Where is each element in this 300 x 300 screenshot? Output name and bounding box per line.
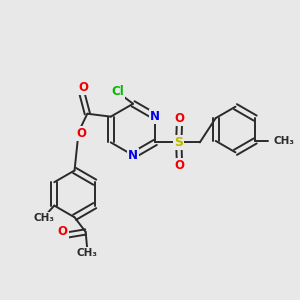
Text: O: O <box>58 225 68 239</box>
Text: CH₃: CH₃ <box>76 248 98 258</box>
Text: O: O <box>174 159 184 172</box>
Text: CH₃: CH₃ <box>273 136 294 146</box>
Text: O: O <box>78 81 88 94</box>
Text: O: O <box>174 112 184 125</box>
Text: CH₃: CH₃ <box>34 213 55 223</box>
Text: S: S <box>174 136 183 149</box>
Text: Cl: Cl <box>112 85 124 98</box>
Text: N: N <box>128 149 138 162</box>
Text: O: O <box>76 127 86 140</box>
Text: N: N <box>150 110 161 123</box>
